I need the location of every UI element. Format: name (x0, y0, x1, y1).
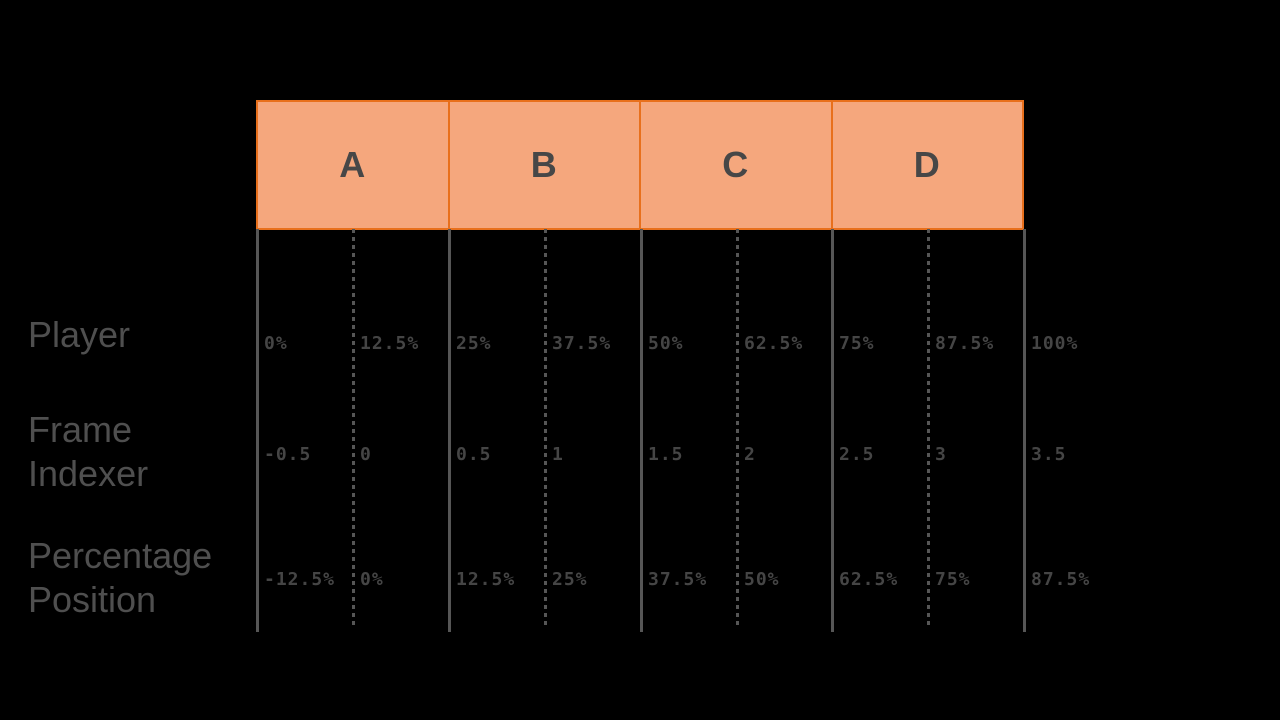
grid-line-dotted (927, 229, 930, 625)
player-value: 87.5% (935, 333, 995, 354)
frame-letter-b: B (530, 144, 558, 185)
row-label-player: Player (28, 314, 131, 355)
grid-line-dotted (544, 229, 547, 625)
frame_indexer-value: 2 (744, 444, 756, 465)
player-value: 75% (839, 333, 875, 354)
frame-box-d: D (833, 102, 1023, 228)
frame_indexer-value: 0.5 (456, 444, 492, 465)
frame_indexer-value: 1.5 (648, 444, 684, 465)
frame_indexer-value: 3.5 (1031, 444, 1067, 465)
percentage_position-value: -12.5% (264, 569, 336, 590)
frame-letter-d: D (913, 144, 941, 185)
frame-box-c: C (641, 102, 833, 228)
frame-letter-a: A (339, 144, 367, 185)
grid-line-solid (256, 229, 259, 632)
frame-boxes-row: A B C D (256, 100, 1024, 230)
player-value: 62.5% (744, 333, 804, 354)
percentage_position-value: 37.5% (648, 569, 708, 590)
frame_indexer-value: 0 (360, 444, 372, 465)
percentage_position-value: 12.5% (456, 569, 516, 590)
row-label-percentage-position: Percentage Position (28, 535, 213, 620)
frame-box-a: A (258, 102, 450, 228)
player-value: 25% (456, 333, 492, 354)
percentage_position-value: 62.5% (839, 569, 899, 590)
player-value: 50% (648, 333, 684, 354)
frame-box-b: B (450, 102, 641, 228)
percentage_position-value: 25% (552, 569, 588, 590)
frame_indexer-value: -0.5 (264, 444, 312, 465)
percentage_position-value: 87.5% (1031, 569, 1091, 590)
player-value: 12.5% (360, 333, 420, 354)
frame_indexer-value: 3 (935, 444, 947, 465)
percentage_position-value: 0% (360, 569, 384, 590)
player-value: 37.5% (552, 333, 612, 354)
grid-line-solid (831, 229, 834, 632)
grid-line-solid (1023, 229, 1026, 632)
frame-letter-c: C (722, 144, 750, 185)
percentage_position-value: 75% (935, 569, 971, 590)
grid-line-dotted (736, 229, 739, 625)
frame_indexer-value: 2.5 (839, 444, 875, 465)
player-value: 0% (264, 333, 288, 354)
percentage_position-value: 50% (744, 569, 780, 590)
grid-line-solid (640, 229, 643, 632)
grid-line-dotted (352, 229, 355, 625)
row-label-frame-indexer: Frame Indexer (28, 409, 149, 494)
grid-line-solid (448, 229, 451, 632)
frame_indexer-value: 1 (552, 444, 564, 465)
player-value: 100% (1031, 333, 1079, 354)
